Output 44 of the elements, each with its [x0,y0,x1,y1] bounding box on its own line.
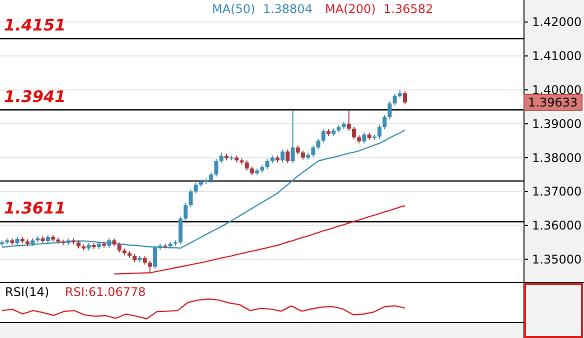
candlestick [362,132,366,144]
y-tick-label: 1.38000 [532,150,582,165]
y-tick-label: 1.35000 [532,252,582,266]
text: MA(50) 1.38804 [212,2,312,16]
candlestick [388,100,392,120]
candlestick [382,114,387,130]
candlestick [188,188,193,208]
text: MA(200) 1.36582 [325,2,434,16]
candlestick [346,110,351,132]
candlestick [209,172,214,184]
candlestick [392,93,397,106]
candlestick [148,260,152,273]
candlestick [280,148,285,163]
y-tick-label: 1.37000 [532,184,582,199]
candlestick [214,158,218,178]
candlestick [300,150,305,160]
candlestick [377,124,382,140]
candlestick [117,242,122,254]
ref-line-label: 1.4151 [4,16,66,35]
candlestick [286,148,290,164]
candlestick [403,90,407,105]
candlestick [219,152,224,164]
candlestick [184,202,188,222]
y-tick-label: 1.41000 [532,49,582,64]
y-tick-label: 1.42000 [532,15,582,30]
text: 1.39633 [528,96,578,110]
y-tick-label: 1.40000 [532,83,582,98]
y-tick-label: 1.36000 [532,218,582,233]
y-tick-label: 1.39000 [532,116,582,131]
candlestick [311,144,316,158]
series-label: RSI:61.06778 [65,285,146,299]
line-series [114,205,406,274]
chart-title: RSI(14) [5,285,50,299]
candlestick [265,158,270,170]
candlestick [316,138,320,150]
ref-line-label: 1.3611 [4,198,66,218]
candlestick [194,182,198,194]
candlestick [290,110,295,164]
candlestick [321,128,326,144]
candlestick [178,216,183,245]
candlestick [296,144,300,156]
candlestick [352,126,356,140]
ref-line-label: 1.3941 [4,86,66,106]
candlestick [244,160,249,171]
